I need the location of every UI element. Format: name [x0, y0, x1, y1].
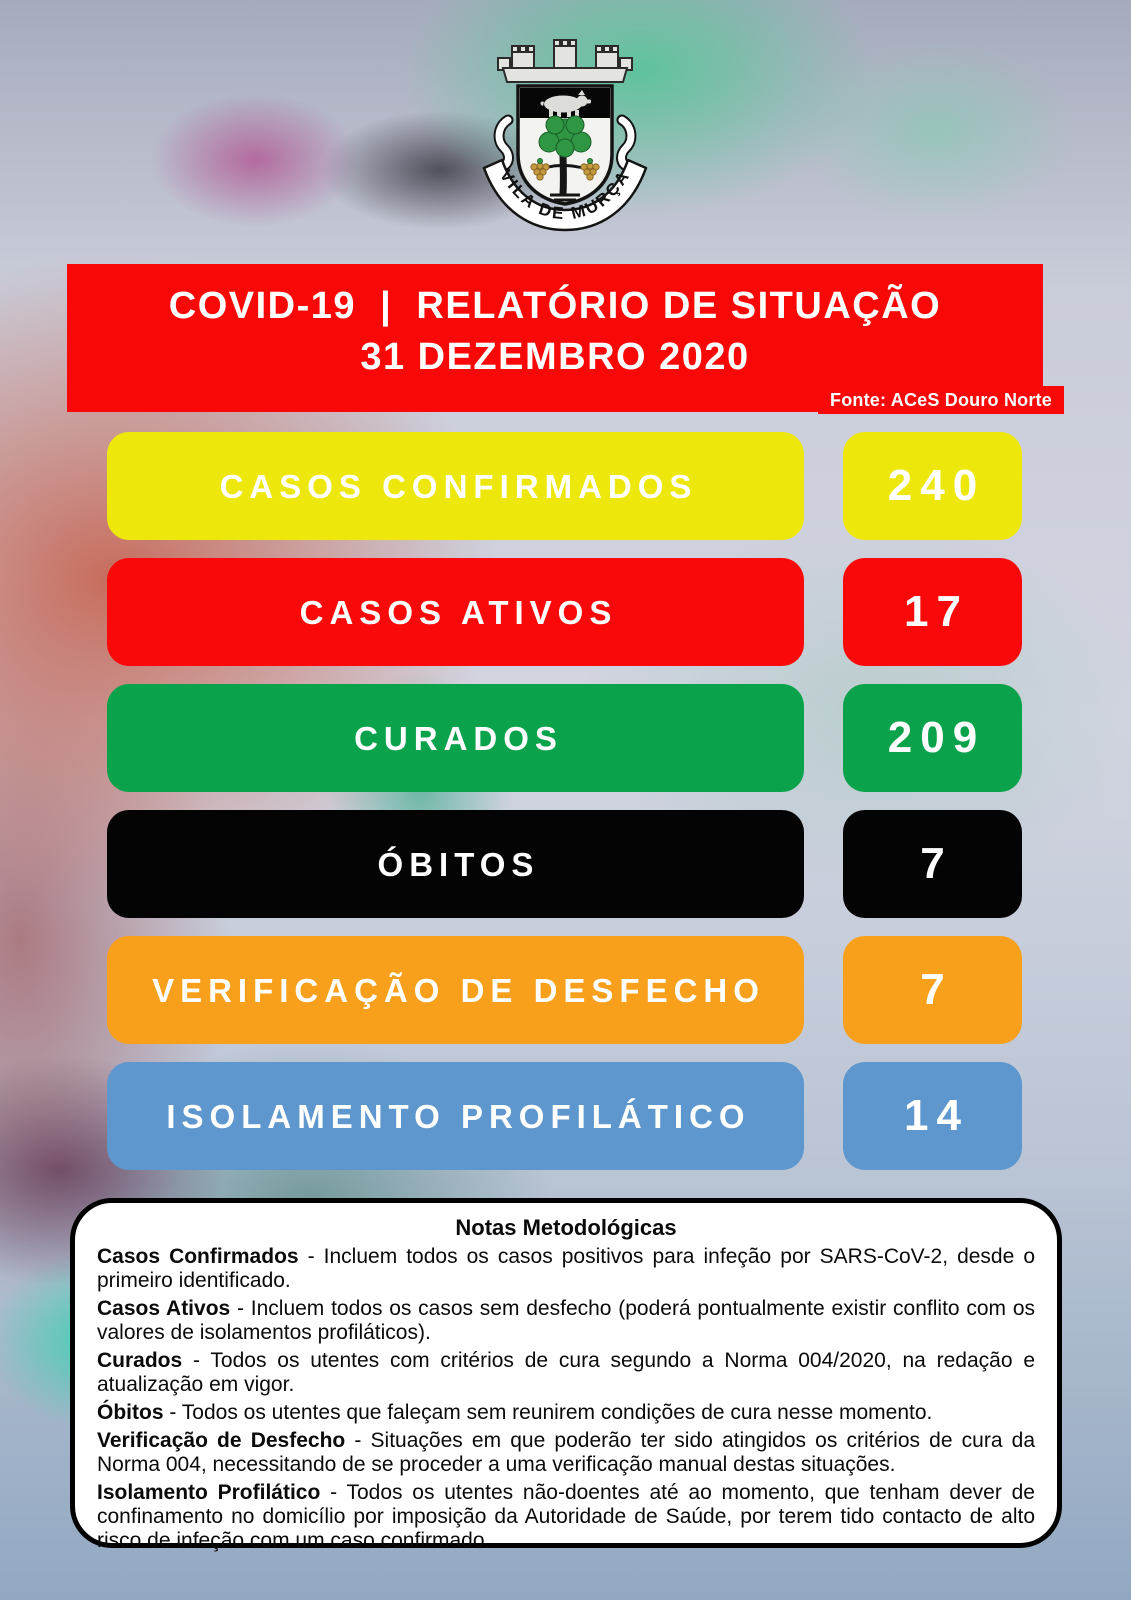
note-term: Isolamento Profilático [97, 1481, 321, 1504]
stat-label-bar: CASOS ATIVOS [107, 558, 804, 666]
stat-row-casos-ativos: CASOS ATIVOS 17 [0, 558, 1131, 666]
source-label: Fonte: ACeS Douro Norte [818, 386, 1064, 414]
note-term: Verificação de Desfecho [97, 1429, 346, 1452]
stat-value: 209 [887, 713, 986, 762]
municipal-crest-icon: VILA DE MURÇA [482, 39, 648, 232]
grapes-icon [530, 158, 600, 181]
stat-label: ISOLAMENTO PROFILÁTICO [166, 1097, 751, 1135]
note-text: - Todos os utentes que faleçam sem reuni… [169, 1401, 933, 1424]
note-term: Casos Confirmados [97, 1245, 299, 1268]
note-item: Casos Confirmados - Incluem todos os cas… [97, 1245, 1035, 1293]
note-text: - Incluem todos os casos positivos para … [97, 1245, 1035, 1292]
stat-row-isolamento-profilatico: ISOLAMENTO PROFILÁTICO 14 [0, 1062, 1131, 1170]
stat-label-bar: CASOS CONFIRMADOS [107, 432, 804, 540]
note-term: Óbitos [97, 1401, 164, 1424]
source-text: Fonte: ACeS Douro Norte [830, 389, 1052, 410]
mural-crown-icon [497, 39, 633, 83]
stat-value: 240 [887, 461, 986, 510]
report-title-line1: COVID-19 | RELATÓRIO DE SITUAÇÃO [168, 284, 942, 327]
note-text: - Todos os utentes com critérios de cura… [97, 1349, 1035, 1396]
report-banner: COVID-19 | RELATÓRIO DE SITUAÇÃO 31 DEZE… [67, 264, 1043, 412]
note-item: Verificação de Desfecho - Situações em q… [97, 1429, 1035, 1477]
stat-value: 14 [904, 1091, 969, 1140]
stat-value-box: 7 [843, 936, 1022, 1044]
stat-label: VERIFICAÇÃO DE DESFECHO [152, 971, 765, 1009]
stat-value-box: 7 [843, 810, 1022, 918]
stat-row-curados: CURADOS 209 [0, 684, 1131, 792]
note-term: Curados [97, 1349, 183, 1372]
stat-label-bar: CURADOS [107, 684, 804, 792]
motto-ribbon [482, 158, 648, 232]
stat-label-bar: ÓBITOS [107, 810, 804, 918]
report-title-line2: 31 DEZEMBRO 2020 [360, 335, 750, 378]
note-item: Isolamento Profilático - Todos os utente… [97, 1481, 1035, 1553]
stat-label: ÓBITOS [377, 845, 540, 883]
pig-icon [540, 90, 591, 117]
note-text: - Incluem todos os casos sem desfecho (p… [97, 1297, 1035, 1344]
stat-label: CASOS CONFIRMADOS [219, 467, 698, 505]
stat-value-box: 240 [843, 432, 1022, 540]
stat-label-bar: VERIFICAÇÃO DE DESFECHO [107, 936, 804, 1044]
scroll-ornament-icon [493, 114, 637, 172]
notes-box: Notas Metodológicas Casos Confirmados - … [70, 1198, 1062, 1552]
notes-title: Notas Metodológicas [455, 1215, 677, 1240]
stat-value: 17 [904, 587, 969, 636]
note-text: - Todos os utentes não-doentes até ao mo… [97, 1481, 1035, 1552]
stat-label: CURADOS [354, 719, 563, 757]
note-item: Casos Ativos - Incluem todos os casos se… [97, 1297, 1035, 1345]
stat-value-box: 14 [843, 1062, 1022, 1170]
stat-row-obitos: ÓBITOS 7 [0, 810, 1131, 918]
note-text: - Situações em que poderão ter sido atin… [97, 1429, 1036, 1476]
stat-label: CASOS ATIVOS [299, 593, 618, 631]
stat-row-casos-confirmados: CASOS CONFIRMADOS 240 [0, 432, 1131, 540]
stat-row-verificacao-desfecho: VERIFICAÇÃO DE DESFECHO 7 [0, 936, 1131, 1044]
stat-value-box: 209 [843, 684, 1022, 792]
stat-label-bar: ISOLAMENTO PROFILÁTICO [107, 1062, 804, 1170]
tree-icon [530, 115, 600, 202]
stat-value: 7 [920, 965, 953, 1014]
note-term: Casos Ativos [97, 1297, 231, 1320]
note-item: Curados - Todos os utentes com critérios… [97, 1349, 1035, 1397]
note-item: Óbitos - Todos os utentes que faleçam se… [97, 1401, 1035, 1425]
stat-value-box: 17 [843, 558, 1022, 666]
stat-value: 7 [920, 839, 953, 888]
